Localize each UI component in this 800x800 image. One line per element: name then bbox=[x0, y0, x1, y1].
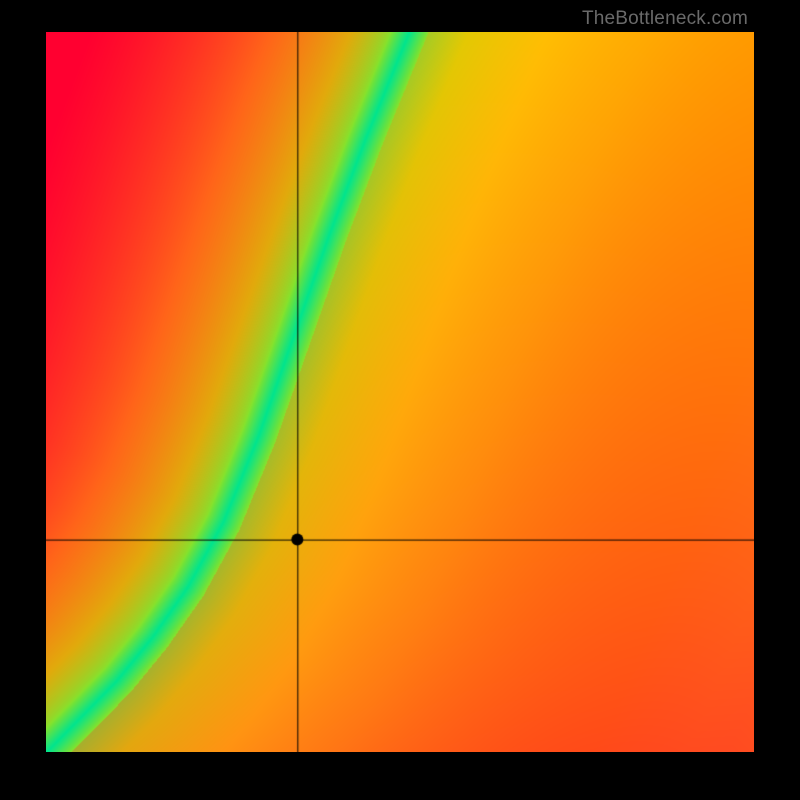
chart-container: TheBottleneck.com bbox=[0, 0, 800, 800]
bottleneck-heatmap bbox=[46, 32, 754, 752]
watermark-text: TheBottleneck.com bbox=[582, 8, 748, 30]
